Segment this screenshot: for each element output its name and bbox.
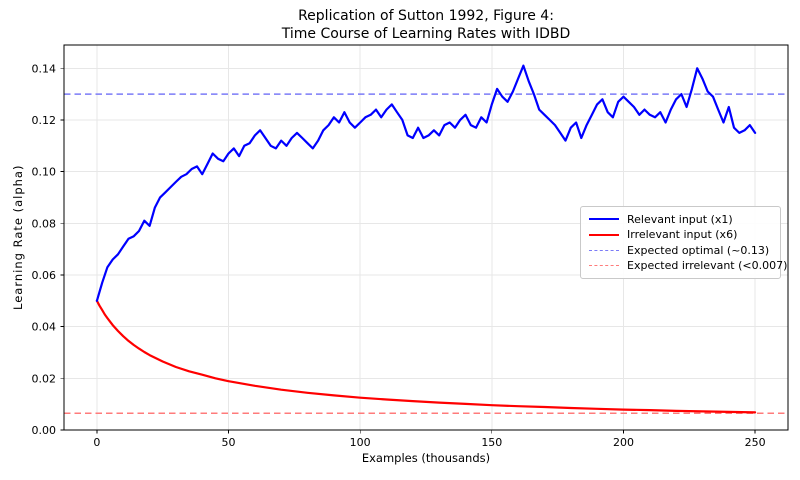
- x-tick-label: 150: [481, 436, 502, 449]
- y-tick-label: 0.02: [32, 372, 57, 385]
- legend-entry-expected-irrelevant: Expected irrelevant (<0.007): [589, 259, 787, 273]
- relevant-input-line: [95, 64, 757, 302]
- legend-entry-expected-optimal: Expected optimal (~0.13): [589, 243, 773, 257]
- irrelevant-line-swatch: [589, 233, 619, 236]
- ticks: [60, 67, 756, 434]
- x-tick-label: 250: [745, 436, 766, 449]
- expected-optimal-line-swatch: [589, 249, 619, 251]
- irrelevant-input-line: [95, 299, 757, 414]
- expected-irrelevant-line-swatch: [589, 265, 619, 266]
- legend-label: Expected irrelevant (<0.007): [627, 259, 788, 272]
- x-tick-label: 100: [350, 436, 371, 449]
- x-tick-label: 200: [613, 436, 634, 449]
- y-tick-label: 0.00: [32, 424, 57, 437]
- x-axis-label: Examples (thousands): [361, 451, 491, 465]
- y-tick-label: 0.12: [32, 114, 57, 127]
- x-tick-label: 50: [222, 436, 236, 449]
- y-axis-label: Learning Rate (alpha): [11, 164, 25, 311]
- legend-entry-relevant: Relevant input (x1): [589, 212, 773, 226]
- x-tick-label: 0: [93, 436, 100, 449]
- legend-label: Expected optimal (~0.13): [627, 243, 770, 257]
- chart-title: Replication of Sutton 1992, Figure 4: Ti…: [281, 8, 571, 43]
- y-tick-label: 0.06: [32, 269, 57, 282]
- y-tick-label: 0.04: [32, 321, 57, 334]
- plot-border: [63, 44, 789, 431]
- y-tick-label: 0.08: [32, 217, 57, 230]
- y-tick-label: 0.10: [32, 166, 57, 179]
- y-tick-label: 0.14: [32, 62, 57, 75]
- legend-label: Relevant input (x1): [627, 212, 733, 226]
- relevant-line-swatch: [589, 218, 619, 220]
- legend-label: Irrelevant input (x6): [627, 228, 738, 241]
- legend-entry-irrelevant: Irrelevant input (x6): [589, 228, 773, 242]
- legend: Relevant input (x1) Irrelevant input (x6…: [580, 206, 787, 279]
